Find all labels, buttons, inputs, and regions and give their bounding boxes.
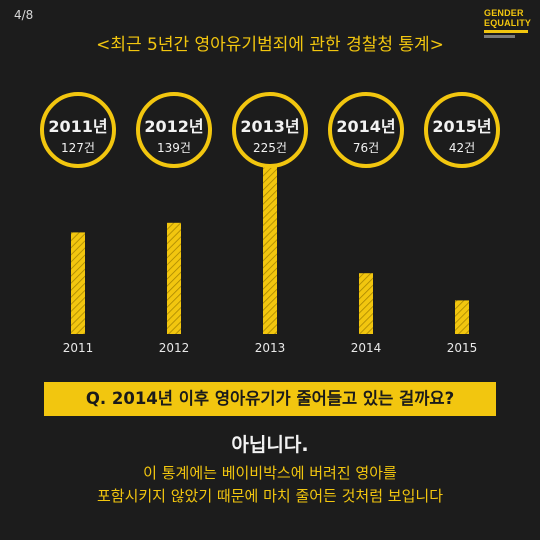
logo-line-1: GENDER [484, 8, 524, 18]
page-number: 4/8 [14, 8, 34, 22]
logo-line-2: EQUALITY [484, 18, 532, 28]
bubble-count-label: 139건 [157, 141, 191, 155]
bar-chart: 2011 2012 2013 2014 2015 [63, 154, 478, 355]
year-bubble-2014: 2014년 76건 [328, 92, 404, 168]
question-banner: Q. 2014년 이후 영아유기가 줄어들고 있는 걸까요? [44, 382, 496, 416]
year-bubble-2015: 2015년 42건 [424, 92, 500, 168]
bubble-count-label: 76건 [352, 141, 380, 155]
bubble-count-label: 127건 [61, 141, 95, 155]
bubble-year-label: 2012년 [144, 117, 204, 136]
x-tick-label: 2013 [255, 341, 286, 355]
gender-equality-logo: GENDER EQUALITY [484, 8, 532, 38]
bubble-year-label: 2014년 [336, 117, 396, 136]
logo-bar-gray [484, 35, 515, 38]
description-text: 이 통계에는 베이비박스에 버려진 영아를 포함시키지 않았기 때문에 마치 줄… [0, 462, 540, 508]
bubble-count-label: 225건 [253, 141, 287, 155]
x-tick-label: 2014 [351, 341, 382, 355]
bar-2012 [167, 222, 181, 334]
year-bubble-2012: 2012년 139건 [136, 92, 212, 168]
chart-title: <최근 5년간 영아유기범죄에 관한 경찰청 통계> [96, 35, 444, 55]
answer-heading: 아닙니다. [231, 434, 309, 456]
bubble-year-label: 2013년 [240, 117, 300, 136]
x-tick-label: 2012 [159, 341, 190, 355]
bar-2013 [263, 154, 277, 334]
bubble-count-label: 42건 [448, 141, 476, 155]
x-tick-label: 2015 [447, 341, 478, 355]
logo-bar-yellow [484, 30, 528, 33]
bar-2011 [71, 232, 85, 334]
bar-2014 [359, 273, 373, 334]
bubble-year-label: 2011년 [48, 117, 108, 136]
bar-2015 [455, 300, 469, 334]
bubble-year-label: 2015년 [432, 117, 492, 136]
description-line-1: 이 통계에는 베이비박스에 버려진 영아를 [143, 464, 397, 482]
year-bubble-2011: 2011년 127건 [40, 92, 116, 168]
year-bubble-2013: 2013년 225건 [232, 92, 308, 168]
x-tick-label: 2011 [63, 341, 94, 355]
description-line-2: 포함시키지 않았기 때문에 마치 줄어든 것처럼 보입니다 [96, 487, 443, 505]
